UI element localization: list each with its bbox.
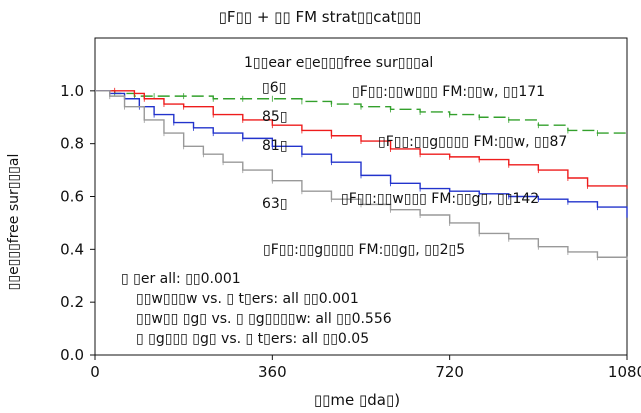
x-axis-label: ▯▯me ▯da▯): [314, 391, 400, 409]
y-tick-label: 1.0: [60, 82, 84, 100]
red-value-label: 85▯: [262, 109, 288, 125]
y-tick-label: 0.6: [60, 188, 84, 206]
blue-value-label: 81▯: [262, 138, 288, 154]
pvalue-line-4: ▯ ▯g▯▯▯ ▯g▯ vs. ▯ t▯ers: all ▯▯0.05: [136, 331, 369, 347]
series-layer: [95, 87, 628, 261]
y-tick-label: 0.8: [60, 135, 84, 153]
ticks-layer: 0.0 0.2 0.4 0.6 0.8 1.0 0 360 720 1080: [60, 82, 641, 381]
series-line-0: [95, 90, 627, 134]
x-tick-label: 1080: [608, 363, 641, 381]
y-tick-label: 0.2: [60, 293, 84, 311]
series-label-gray: ▯F▯▯:▯▯g▯▯▯▯ FM:▯▯g▯, ▯▯2▯5: [263, 242, 465, 258]
x-tick-label: 0: [90, 363, 100, 381]
chart-title: ▯F▯▯ + ▯▯ FM strat▯▯cat▯▯▯: [219, 8, 422, 26]
pvalue-line-2: ▯▯w▯▯▯w vs. ▯ t▯ers: all ▯▯0.001: [136, 291, 359, 307]
x-tick-label: 360: [258, 363, 287, 381]
series-line-3: [95, 90, 628, 260]
series-label-green: ▯F▯▯:▯▯w▯▯▯ FM:▯▯w, ▯▯171: [352, 84, 545, 100]
one-year-annotation: 1▯▯ear e▯e▯▯▯free sur▯▯▯al: [244, 55, 433, 71]
y-tick-label: 0.0: [60, 346, 84, 364]
pvalue-line-1: ▯ ▯er all: ▯▯0.001: [121, 271, 241, 287]
pvalue-line-3: ▯▯w▯▯ ▯g▯ vs. ▯ ▯g▯▯▯▯w: all ▯▯0.556: [136, 311, 392, 327]
green-value-label: ▯6▯: [262, 80, 286, 96]
y-tick-label: 0.4: [60, 240, 84, 258]
x-tick-label: 720: [435, 363, 464, 381]
series-label-red: ▯F▯▯:▯▯g▯▯▯▯ FM:▯▯w, ▯▯87: [378, 134, 567, 150]
gray-value-label: 63▯: [262, 196, 288, 212]
series-label-blue: ▯F▯▯:▯▯w▯▯▯ FM:▯▯g▯, ▯▯142: [341, 191, 539, 207]
y-axis-label: ▯▯e▯▯▯free sur▯▯▯al: [6, 154, 22, 291]
